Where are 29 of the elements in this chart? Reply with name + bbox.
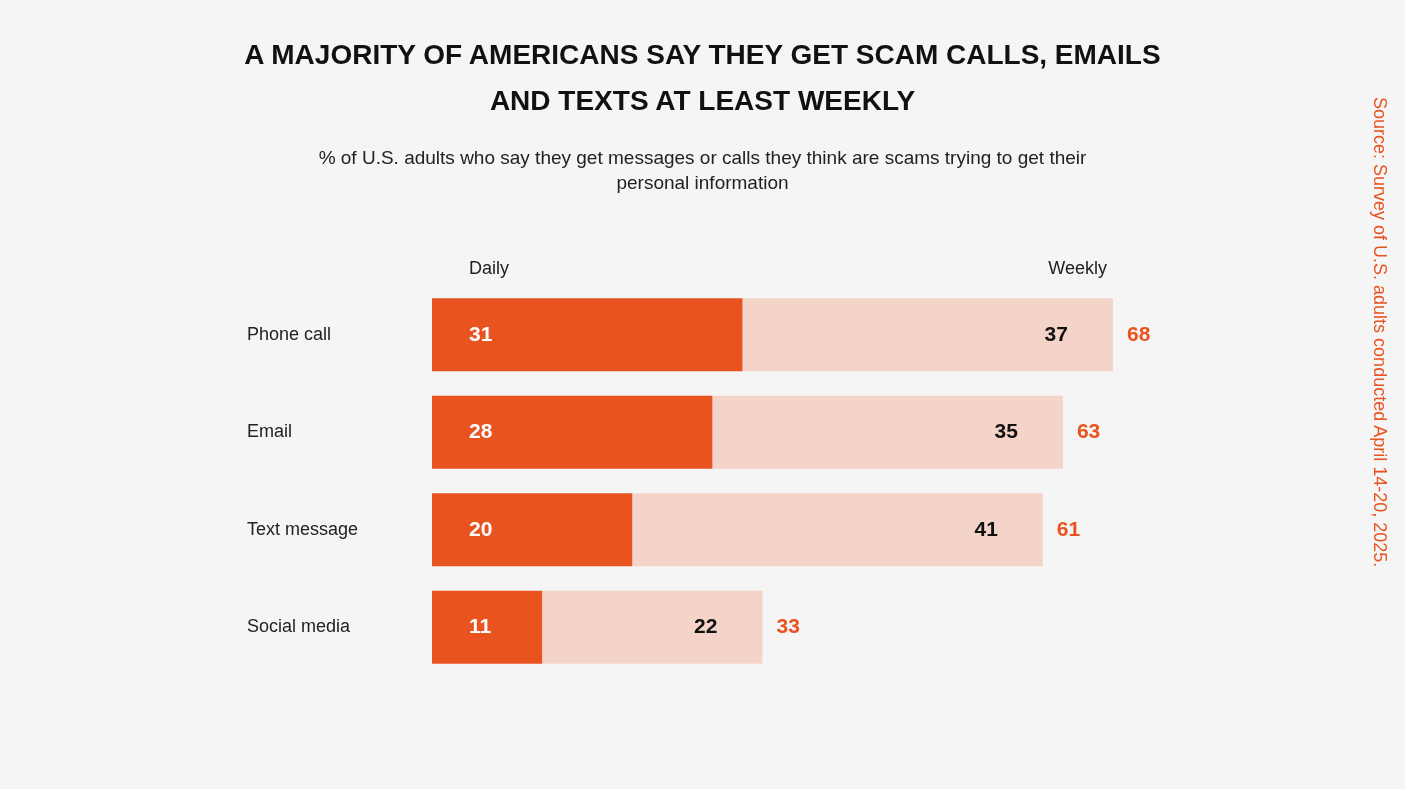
- data-label: 11: [469, 614, 492, 638]
- series-label: Weekly: [1048, 257, 1107, 278]
- data-label: 41: [974, 516, 999, 540]
- bar: [542, 590, 763, 664]
- data-label: 20: [469, 516, 493, 540]
- total-label: 68: [1126, 321, 1151, 345]
- data-label: 35: [994, 419, 1019, 443]
- bar: [742, 298, 1113, 372]
- y-tick-label: Phone call: [247, 323, 332, 344]
- y-tick-label: Email: [247, 421, 293, 442]
- bar: [432, 493, 633, 567]
- bar: [432, 590, 543, 664]
- bar: [632, 493, 1043, 567]
- source-note: Source: Survey of U.S. adults conducted April 14-20, 2025.: [1370, 97, 1390, 568]
- total-label: 33: [776, 614, 800, 638]
- data-label: 37: [1044, 321, 1068, 345]
- series-label: Daily: [469, 257, 510, 278]
- y-tick-label: Text message: [247, 518, 359, 539]
- bar: [432, 395, 713, 469]
- data-label: 22: [694, 614, 718, 638]
- data-label: 28: [469, 419, 493, 443]
- data-label: 31: [469, 321, 493, 345]
- bar: [712, 395, 1063, 469]
- bar: [432, 298, 743, 372]
- total-label: 61: [1056, 516, 1081, 540]
- chart-subtitle: % of U.S. adults who say they get messages or calls they think are scams trying to get their personal information: [317, 146, 1088, 195]
- y-tick-label: Social media: [247, 616, 352, 637]
- total-label: 63: [1076, 419, 1101, 443]
- chart-title: A MAJORITY OF AMERICANS SAY THEY GET SCAM CALLS, EMAILS AND TEXTS AT LEAST WEEKLY: [243, 38, 1162, 118]
